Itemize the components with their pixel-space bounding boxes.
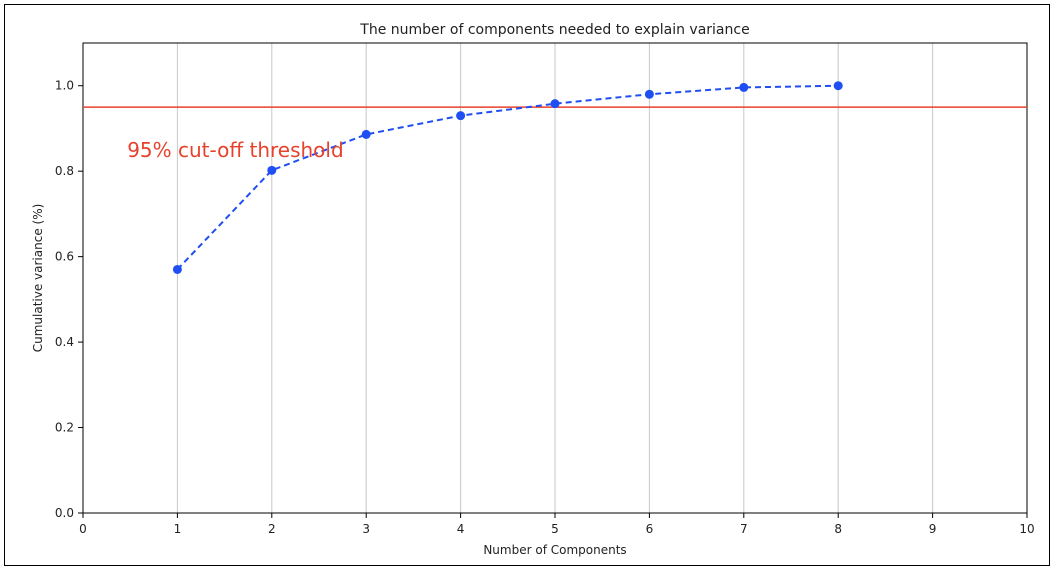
data-point bbox=[361, 129, 371, 139]
chart-title: The number of components needed to expla… bbox=[359, 22, 749, 38]
y-tick-label: 0.4 bbox=[55, 335, 74, 349]
series-points bbox=[172, 81, 843, 274]
data-point bbox=[550, 99, 560, 109]
x-tick-label: 10 bbox=[1019, 522, 1034, 536]
x-tick-label: 9 bbox=[929, 522, 937, 536]
data-point bbox=[644, 89, 654, 99]
x-tick-label: 6 bbox=[646, 522, 654, 536]
y-tick-label: 0.6 bbox=[55, 250, 74, 264]
chart-frame bbox=[4, 4, 1050, 566]
x-tick-label: 8 bbox=[834, 522, 842, 536]
data-point bbox=[833, 81, 843, 91]
data-point bbox=[739, 82, 749, 92]
x-axis-label: Number of Components bbox=[483, 543, 626, 557]
y-axis-label: Cumulative variance (%) bbox=[31, 204, 45, 353]
x-tick-label: 3 bbox=[362, 522, 370, 536]
x-tick-label: 2 bbox=[268, 522, 276, 536]
y-tick-label: 0.0 bbox=[55, 506, 74, 520]
y-axis: 0.0 0.2 0.4 0.6 0.8 1.0 bbox=[55, 79, 83, 520]
grid-lines bbox=[176, 43, 934, 513]
x-tick-label: 4 bbox=[457, 522, 465, 536]
data-point bbox=[267, 165, 277, 175]
x-tick-label: 1 bbox=[174, 522, 182, 536]
y-tick-label: 1.0 bbox=[55, 79, 74, 93]
series-line bbox=[176, 84, 839, 271]
data-point bbox=[172, 264, 182, 274]
data-point bbox=[456, 111, 466, 121]
x-tick-label: 0 bbox=[79, 522, 87, 536]
x-tick-label: 5 bbox=[551, 522, 559, 536]
x-axis: 0 1 2 3 4 5 6 7 8 9 10 bbox=[79, 513, 1035, 536]
y-tick-label: 0.8 bbox=[55, 164, 74, 178]
x-tick-label: 7 bbox=[740, 522, 748, 536]
y-tick-label: 0.2 bbox=[55, 421, 74, 435]
threshold-label: 95% cut-off threshold bbox=[127, 138, 343, 162]
